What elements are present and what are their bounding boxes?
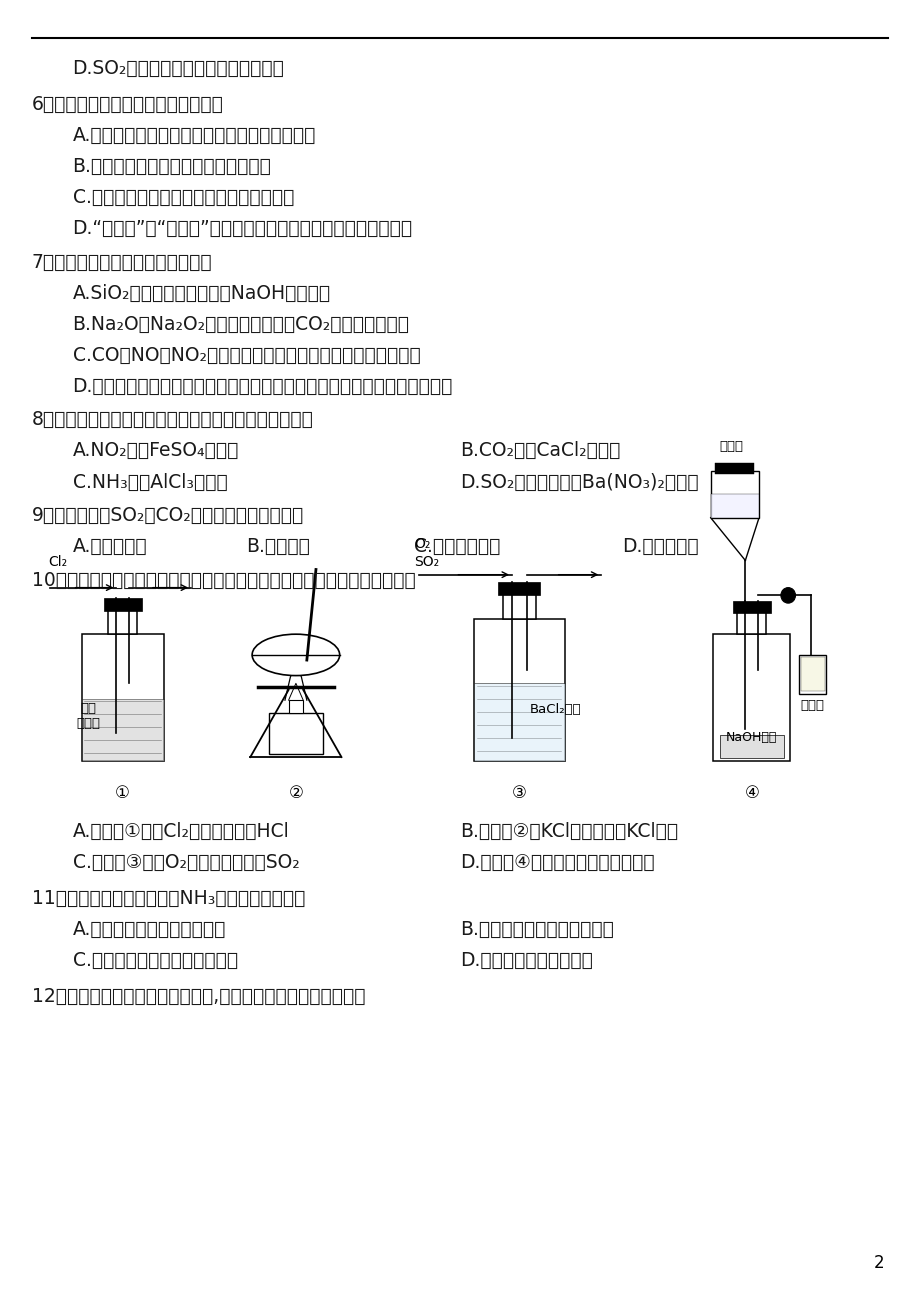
Text: D.用装置④在实验室制取并收集氨气: D.用装置④在实验室制取并收集氨气 (460, 853, 654, 872)
Text: B.品红溶液: B.品红溶液 (245, 538, 310, 556)
Bar (503, 590, 535, 618)
Bar (710, 471, 758, 518)
Bar (714, 464, 754, 474)
Text: D.气体与浓盐酸产生白烟: D.气体与浓盐酸产生白烟 (460, 952, 592, 970)
Bar (719, 736, 783, 758)
Text: C.用装置③除去O₂中混有的一定量SO₂: C.用装置③除去O₂中混有的一定量SO₂ (73, 853, 299, 872)
Bar (736, 608, 766, 634)
Text: C.气体使湿润红色石蕊试纸变蓝: C.气体使湿润红色石蕊试纸变蓝 (73, 952, 237, 970)
Text: ②: ② (289, 784, 303, 802)
Text: C.CO、NO、NO₂都是大气污染气体，在空气中都能稳定存在: C.CO、NO、NO₂都是大气污染气体，在空气中都能稳定存在 (73, 346, 420, 365)
Text: A.澄清石灰水: A.澄清石灰水 (73, 538, 147, 556)
Bar (473, 684, 564, 760)
Text: 8．下列实验过程中，始终无明显现象的是（　　　　）: 8．下列实验过程中，始终无明显现象的是（ ） (31, 410, 313, 430)
Text: A.NO₂通入FeSO₄溶液中: A.NO₂通入FeSO₄溶液中 (73, 441, 239, 461)
Text: NaOH固体: NaOH固体 (725, 732, 777, 745)
Text: C.紫色石蕊试液: C.紫色石蕊试液 (414, 538, 500, 556)
Text: D.氯化钓溶液: D.氯化钓溶液 (621, 538, 698, 556)
Text: A.用装置①除去Cl₂中含有的少量HCl: A.用装置①除去Cl₂中含有的少量HCl (73, 822, 289, 841)
Text: 6．下列说法不正确的是（　　　　）: 6．下列说法不正确的是（ ） (31, 95, 223, 113)
Bar (799, 655, 825, 694)
Text: SO₂: SO₂ (414, 556, 439, 569)
Text: 9．能用于鉴别SO₂和CO₂的溶液是（　　　　）: 9．能用于鉴别SO₂和CO₂的溶液是（ ） (31, 506, 303, 525)
Text: 浓氨水: 浓氨水 (719, 440, 743, 453)
Text: Cl₂: Cl₂ (48, 556, 67, 569)
Bar (473, 618, 564, 760)
Text: A.胶体的分散质粒子直径大小在溶液与浊液之间: A.胶体的分散质粒子直径大小在溶液与浊液之间 (73, 126, 315, 145)
Text: 2: 2 (872, 1254, 883, 1272)
Text: ③: ③ (511, 784, 526, 802)
Text: BaCl₂溶液: BaCl₂溶液 (529, 703, 581, 716)
Text: 10．下列有关实验装置进行的相应实验，不能达到实验目的是（　　　　）: 10．下列有关实验装置进行的相应实验，不能达到实验目的是（ ） (31, 570, 414, 590)
Text: D.“煤改气”、“煤改电”等清洁燃料改造工程有利于减少雾霾天气: D.“煤改气”、“煤改电”等清洁燃料改造工程有利于减少雾霾天气 (73, 219, 413, 238)
Bar (108, 605, 137, 634)
Ellipse shape (780, 587, 795, 603)
Bar (800, 658, 823, 691)
Text: D.新制氯水显酸性，向其中滴加少量紫色石蕊试液，充分振荡后溶液呈红色: D.新制氯水显酸性，向其中滴加少量紫色石蕊试液，充分振荡后溶液呈红色 (73, 376, 452, 396)
Text: D.SO₂通入已酸化的Ba(NO₃)₂溶液中: D.SO₂通入已酸化的Ba(NO₃)₂溶液中 (460, 473, 698, 491)
Bar (268, 713, 323, 754)
Text: B.用装置②从KCl溶液中获得KCl晶体: B.用装置②从KCl溶液中获得KCl晶体 (460, 822, 677, 841)
Text: A.气体使湿润的酚酸试纸变红: A.气体使湿润的酚酸试纸变红 (73, 921, 226, 939)
Text: C.陶瓷、水泥和光导纤维均属于硅酸盐材料: C.陶瓷、水泥和光导纤维均属于硅酸盐材料 (73, 187, 293, 207)
Ellipse shape (252, 634, 339, 676)
Text: ①: ① (115, 784, 130, 802)
Text: A.SiO₂是酸性氧化物，能与NaOH溶液反应: A.SiO₂是酸性氧化物，能与NaOH溶液反应 (73, 284, 330, 302)
Text: 饱和
食盐水: 饱和 食盐水 (76, 702, 100, 729)
Text: B.金属冶炼通常利用氧化还原反应原理: B.金属冶炼通常利用氧化还原反应原理 (73, 156, 271, 176)
Bar (289, 700, 303, 713)
Text: 11．下列方法不能用于检验NH₃的是（　　　　）: 11．下列方法不能用于检验NH₃的是（ ） (31, 889, 304, 907)
Bar (498, 582, 539, 595)
Text: C.NH₃通入AlCl₃溶液中: C.NH₃通入AlCl₃溶液中 (73, 473, 227, 491)
Text: ④: ④ (743, 784, 758, 802)
Text: O₂: O₂ (414, 538, 430, 551)
Bar (82, 634, 164, 760)
Text: 12．洗洤附着在试管内壁上的硫黄,可选用的方法是（　　　　）: 12．洗洤附着在试管内壁上的硫黄,可选用的方法是（ ） (31, 987, 365, 1006)
Text: B.Na₂O、Na₂O₂组成元素相同，与CO₂反应产物也相同: B.Na₂O、Na₂O₂组成元素相同，与CO₂反应产物也相同 (73, 315, 409, 333)
Bar (82, 699, 164, 760)
Bar (732, 600, 770, 613)
Bar (710, 495, 758, 518)
Text: B.CO₂通入CaCl₂溶液中: B.CO₂通入CaCl₂溶液中 (460, 441, 619, 461)
Text: 7．下列推断正确的是（　　　　）: 7．下列推断正确的是（ ） (31, 253, 212, 272)
Text: D.SO₂气体通入品红溶液中，溶液褪色: D.SO₂气体通入品红溶液中，溶液褪色 (73, 59, 284, 78)
Text: B.气体与浓硫酸反应生成锨盐: B.气体与浓硫酸反应生成锨盐 (460, 921, 613, 939)
Bar (712, 634, 789, 760)
Text: 碱石灰: 碱石灰 (800, 699, 824, 712)
Bar (104, 598, 142, 611)
